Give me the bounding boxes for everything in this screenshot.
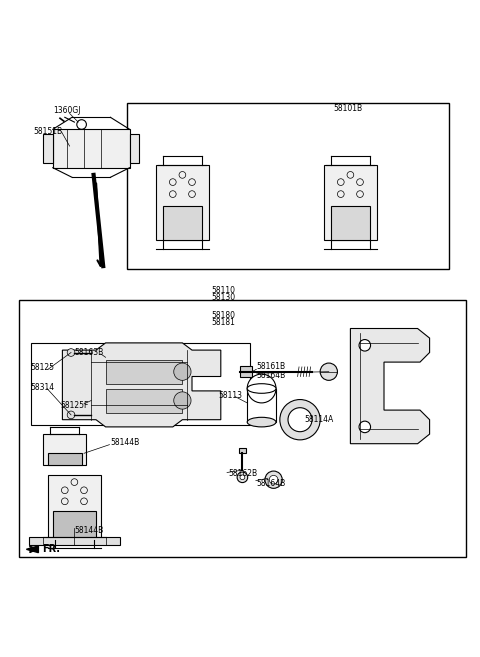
Polygon shape — [130, 134, 139, 163]
Text: 58114A: 58114A — [305, 415, 334, 424]
Text: 58144B: 58144B — [110, 438, 140, 447]
Text: 58151B: 58151B — [34, 127, 63, 136]
Polygon shape — [62, 343, 221, 427]
Text: 58144B: 58144B — [74, 526, 104, 535]
Bar — [239, 447, 246, 453]
Polygon shape — [43, 134, 53, 163]
Text: 58101B: 58101B — [334, 104, 363, 113]
Text: 58163B: 58163B — [74, 348, 104, 357]
Text: 58161B: 58161B — [257, 363, 286, 371]
Text: 58125F: 58125F — [60, 401, 88, 410]
Text: 58164B: 58164B — [257, 371, 286, 380]
Circle shape — [359, 340, 371, 351]
Ellipse shape — [247, 384, 276, 394]
Text: 1360GJ: 1360GJ — [53, 106, 80, 114]
Ellipse shape — [247, 417, 276, 427]
Text: 58125: 58125 — [30, 363, 54, 373]
Bar — [247, 388, 276, 422]
Bar — [53, 129, 130, 168]
Bar — [240, 366, 252, 378]
Circle shape — [269, 476, 278, 484]
Polygon shape — [26, 546, 38, 553]
Circle shape — [237, 472, 248, 483]
Polygon shape — [350, 328, 430, 443]
Text: 58181: 58181 — [211, 318, 235, 327]
Text: 58314: 58314 — [30, 383, 54, 392]
Circle shape — [288, 408, 312, 432]
Polygon shape — [48, 475, 101, 539]
Bar — [106, 359, 182, 384]
Polygon shape — [163, 206, 202, 240]
Circle shape — [265, 471, 282, 488]
Bar — [19, 300, 466, 556]
Circle shape — [247, 374, 276, 403]
Text: 58162B: 58162B — [228, 469, 257, 478]
Circle shape — [240, 475, 245, 480]
Circle shape — [359, 421, 371, 433]
Bar — [106, 388, 182, 413]
Bar — [127, 103, 449, 269]
Circle shape — [174, 392, 191, 409]
Polygon shape — [331, 206, 370, 240]
Polygon shape — [324, 166, 377, 240]
Polygon shape — [29, 537, 120, 545]
Polygon shape — [43, 434, 86, 465]
Circle shape — [320, 363, 337, 380]
Polygon shape — [48, 453, 82, 465]
Polygon shape — [156, 166, 209, 240]
Polygon shape — [53, 511, 96, 539]
Text: FR.: FR. — [42, 544, 60, 555]
Text: 58130: 58130 — [211, 293, 235, 302]
Text: 58113: 58113 — [218, 391, 242, 400]
Text: 58180: 58180 — [211, 311, 235, 320]
Bar — [31, 343, 250, 424]
Circle shape — [67, 411, 75, 419]
Text: 58110: 58110 — [211, 286, 235, 294]
Circle shape — [174, 363, 191, 380]
Text: 58164B: 58164B — [257, 478, 286, 487]
Circle shape — [280, 399, 320, 440]
Circle shape — [67, 349, 75, 356]
